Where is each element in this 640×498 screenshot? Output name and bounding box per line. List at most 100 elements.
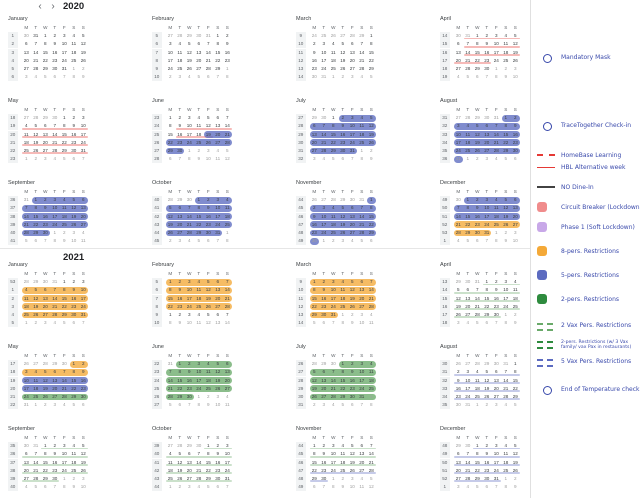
day-cell[interactable]: 3 bbox=[206, 147, 210, 153]
day-cell[interactable]: 29 bbox=[330, 147, 336, 153]
day-cell[interactable]: 6 bbox=[494, 369, 498, 375]
day-cell[interactable]: 27 bbox=[321, 393, 327, 399]
day-cell[interactable]: 23 bbox=[186, 385, 192, 391]
day-cell[interactable]: 23 bbox=[177, 303, 183, 309]
day-cell[interactable]: 21 bbox=[61, 385, 67, 391]
day-cell[interactable]: 11 bbox=[340, 287, 346, 293]
day-cell[interactable]: 7 bbox=[485, 238, 489, 244]
day-cell[interactable]: 9 bbox=[341, 484, 345, 490]
day-cell[interactable]: 9 bbox=[494, 287, 498, 293]
day-cell[interactable]: 13 bbox=[23, 459, 29, 465]
day-cell[interactable]: 29 bbox=[177, 393, 183, 399]
day-cell[interactable]: 6 bbox=[322, 320, 326, 326]
day-cell[interactable]: 25 bbox=[321, 33, 327, 39]
day-cell[interactable]: 9 bbox=[341, 123, 345, 129]
day-cell[interactable]: 10 bbox=[359, 320, 365, 326]
day-cell[interactable]: 27 bbox=[340, 33, 346, 39]
day-cell[interactable]: 17 bbox=[493, 459, 499, 465]
day-cell[interactable]: 9 bbox=[81, 74, 85, 80]
day-cell[interactable]: 10 bbox=[349, 484, 355, 490]
day-cell[interactable]: 2 bbox=[62, 229, 66, 235]
day-cell[interactable]: 11 bbox=[167, 459, 173, 465]
day-cell[interactable]: 6 bbox=[350, 402, 354, 408]
day-cell[interactable]: 1 bbox=[168, 279, 172, 285]
day-cell[interactable]: 1 bbox=[331, 74, 335, 80]
day-cell[interactable]: 12 bbox=[80, 451, 86, 457]
day-cell[interactable]: 23 bbox=[311, 65, 317, 71]
day-cell[interactable]: 12 bbox=[474, 131, 480, 137]
day-cell[interactable]: 27 bbox=[167, 443, 173, 449]
day-cell[interactable]: 24 bbox=[321, 229, 327, 235]
day-cell[interactable]: 3 bbox=[24, 74, 28, 80]
day-cell[interactable]: 13 bbox=[224, 369, 230, 375]
day-cell[interactable]: 9 bbox=[322, 287, 326, 293]
day-cell[interactable]: 1 bbox=[43, 443, 47, 449]
day-cell[interactable]: 9 bbox=[485, 451, 489, 457]
day-cell[interactable]: 31 bbox=[465, 402, 471, 408]
day-cell[interactable]: 14 bbox=[23, 213, 29, 219]
day-cell[interactable]: 10 bbox=[186, 123, 192, 129]
day-cell[interactable]: 10 bbox=[215, 402, 221, 408]
day-cell[interactable]: 11 bbox=[493, 205, 499, 211]
day-cell[interactable]: 9 bbox=[62, 238, 66, 244]
day-cell[interactable]: 24 bbox=[359, 385, 365, 391]
day-cell[interactable]: 5 bbox=[72, 402, 76, 408]
day-cell[interactable]: 9 bbox=[350, 369, 354, 375]
day-cell[interactable]: 27 bbox=[52, 393, 58, 399]
day-cell[interactable]: 10 bbox=[512, 238, 518, 244]
day-cell[interactable]: 22 bbox=[33, 221, 39, 227]
day-cell[interactable]: 8 bbox=[360, 156, 364, 162]
day-cell[interactable]: 5 bbox=[312, 320, 316, 326]
day-cell[interactable]: 10 bbox=[465, 377, 471, 383]
day-cell[interactable]: 16 bbox=[493, 295, 499, 301]
day-cell[interactable]: 7 bbox=[225, 279, 229, 285]
day-cell[interactable]: 29 bbox=[455, 443, 461, 449]
day-cell[interactable]: 7 bbox=[369, 279, 373, 285]
day-cell[interactable]: 24 bbox=[484, 221, 490, 227]
day-cell[interactable]: 3 bbox=[513, 65, 517, 71]
day-cell[interactable]: 14 bbox=[359, 49, 365, 55]
day-cell[interactable]: 9 bbox=[513, 484, 517, 490]
day-cell[interactable]: 29 bbox=[311, 475, 317, 481]
day-cell[interactable]: 7 bbox=[322, 123, 326, 129]
day-cell[interactable]: 10 bbox=[71, 238, 77, 244]
day-cell[interactable]: 29 bbox=[340, 393, 346, 399]
day-cell[interactable]: 7 bbox=[81, 320, 85, 326]
day-cell[interactable]: 17 bbox=[465, 385, 471, 391]
day-cell[interactable]: 11 bbox=[465, 131, 471, 137]
day-cell[interactable]: 7 bbox=[504, 369, 508, 375]
day-cell[interactable]: 5 bbox=[206, 484, 210, 490]
day-cell[interactable]: 9 bbox=[206, 402, 210, 408]
day-cell[interactable]: 24 bbox=[321, 65, 327, 71]
day-cell[interactable]: 27 bbox=[512, 221, 518, 227]
day-cell[interactable]: 2 bbox=[81, 65, 85, 71]
day-cell[interactable]: 13 bbox=[215, 287, 221, 293]
day-cell[interactable]: 26 bbox=[42, 393, 48, 399]
day-cell[interactable]: 25 bbox=[61, 221, 67, 227]
day-cell[interactable]: 31 bbox=[484, 229, 490, 235]
day-cell[interactable]: 11 bbox=[330, 213, 336, 219]
day-cell[interactable]: 2 bbox=[72, 279, 76, 285]
day-cell[interactable]: 14 bbox=[330, 377, 336, 383]
day-cell[interactable]: 14 bbox=[186, 213, 192, 219]
day-cell[interactable]: 8 bbox=[62, 484, 66, 490]
day-cell[interactable]: 26 bbox=[33, 311, 39, 317]
day-cell[interactable]: 7 bbox=[494, 123, 498, 129]
day-cell[interactable]: 28 bbox=[455, 229, 461, 235]
day-cell[interactable]: 28 bbox=[368, 467, 374, 473]
day-cell[interactable]: 29 bbox=[311, 115, 317, 121]
day-cell[interactable]: 14 bbox=[224, 287, 230, 293]
day-cell[interactable]: 4 bbox=[197, 311, 201, 317]
day-cell[interactable]: 5 bbox=[312, 369, 316, 375]
day-cell[interactable]: 1 bbox=[168, 484, 172, 490]
day-cell[interactable]: 19 bbox=[33, 303, 39, 309]
day-cell[interactable]: 9 bbox=[225, 41, 229, 47]
day-cell[interactable]: 9 bbox=[513, 320, 517, 326]
day-cell[interactable]: 10 bbox=[224, 451, 230, 457]
day-cell[interactable]: 31 bbox=[493, 475, 499, 481]
day-cell[interactable]: 17 bbox=[196, 377, 202, 383]
day-cell[interactable]: 23 bbox=[474, 221, 480, 227]
day-cell[interactable]: 22 bbox=[311, 303, 317, 309]
day-cell[interactable]: 30 bbox=[465, 443, 471, 449]
day-cell[interactable]: 2 bbox=[475, 197, 479, 203]
